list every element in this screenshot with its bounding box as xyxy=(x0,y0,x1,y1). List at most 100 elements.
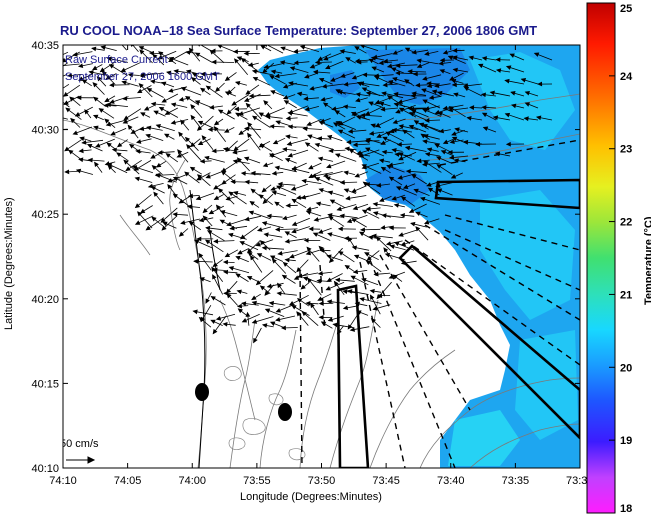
sst-field xyxy=(258,45,580,468)
colorbar-tick-label: 20 xyxy=(620,362,632,374)
current-vector-head xyxy=(275,120,281,125)
current-vector-head xyxy=(188,47,194,53)
current-vector-head xyxy=(381,213,387,218)
current-vector-head xyxy=(346,218,353,224)
current-vector-head xyxy=(213,195,220,200)
current-vector-head xyxy=(420,196,426,202)
colorbar-tick-label: 24 xyxy=(620,71,633,83)
current-vector-head xyxy=(422,124,428,129)
current-vector-head xyxy=(251,295,257,301)
current-vector-head xyxy=(397,99,403,105)
y-tick-label: 40:15 xyxy=(31,378,59,390)
current-vector-head xyxy=(336,206,342,212)
current-vector-head xyxy=(314,59,320,65)
current-vector-head xyxy=(150,186,157,191)
current-vector-head xyxy=(220,209,226,215)
current-vector xyxy=(132,45,139,53)
current-vector-head xyxy=(277,181,283,187)
current-vector xyxy=(121,45,127,51)
current-vector-head xyxy=(495,57,501,63)
current-vector-head xyxy=(365,137,371,143)
current-vector-head xyxy=(394,241,400,247)
current-vector-head xyxy=(284,238,290,244)
current-vector-head xyxy=(325,64,331,70)
current-vector-head xyxy=(364,147,371,152)
current-vector-head xyxy=(187,193,194,199)
current-vector-head xyxy=(190,114,196,121)
current-vector xyxy=(266,45,284,54)
current-vector-head xyxy=(282,147,288,152)
current-vector-head xyxy=(78,76,84,81)
current-vector-head xyxy=(291,228,297,234)
current-vector-head xyxy=(151,216,157,222)
current-vector-head xyxy=(180,220,186,225)
current-vector-head xyxy=(287,111,293,116)
current-vector-head xyxy=(392,50,398,55)
y-tick-label: 40:20 xyxy=(31,294,59,306)
current-vector-head xyxy=(398,124,404,129)
current-vector-head xyxy=(224,91,231,96)
current-vector-head xyxy=(411,49,417,55)
current-vector-head xyxy=(215,315,222,321)
current-vector-head xyxy=(152,53,158,60)
current-vector-head xyxy=(435,156,442,161)
shoal-contours xyxy=(223,366,306,461)
current-vector-head xyxy=(316,136,323,141)
current-vector-head xyxy=(326,134,333,140)
current-vector-head xyxy=(138,83,144,89)
current-vector-head xyxy=(378,60,384,66)
current-vector-head xyxy=(423,160,429,166)
current-vector-head xyxy=(365,91,372,96)
colorbar-tick-label: 25 xyxy=(620,3,632,15)
current-vector-head xyxy=(269,124,275,129)
current-vector-head xyxy=(347,128,353,134)
current-vector-head xyxy=(282,215,288,221)
current-vector-head xyxy=(286,141,293,146)
current-vector-head xyxy=(185,50,191,55)
current-vector-head xyxy=(81,140,87,145)
current-vector-head xyxy=(277,251,283,256)
x-tick-label: 73:45 xyxy=(372,475,400,487)
current-vector-head xyxy=(211,148,217,154)
current-vector-head xyxy=(287,152,293,158)
current-vector-head xyxy=(274,165,280,171)
current-vector-head xyxy=(236,157,242,163)
current-vector-head xyxy=(325,286,331,291)
current-vector-head xyxy=(104,97,110,103)
current-vector-head xyxy=(407,69,413,74)
current-vector-head xyxy=(426,81,432,86)
current-vector-head xyxy=(287,124,293,130)
current-vector-head xyxy=(220,170,227,176)
current-vector-head xyxy=(134,220,141,225)
current-vector-head xyxy=(78,63,84,69)
current-vector-head xyxy=(186,204,193,210)
current-vector-head xyxy=(299,45,306,50)
current-vector-head xyxy=(189,166,196,172)
current-vector-head xyxy=(259,143,266,149)
current-vector-head xyxy=(303,96,309,101)
current-vector-head xyxy=(342,289,348,294)
current-vector-head xyxy=(235,273,241,279)
current-vector-head xyxy=(399,213,405,218)
current-vector-head xyxy=(480,92,486,98)
current-vector-head xyxy=(352,205,359,211)
current-vector-head xyxy=(400,196,407,202)
coastline xyxy=(189,189,221,468)
current-vector-head xyxy=(245,311,251,317)
current-vector-head xyxy=(280,46,286,51)
current-vector-head xyxy=(190,104,196,110)
current-vector-head xyxy=(251,319,258,324)
current-vector-head xyxy=(314,142,320,148)
current-vector-head xyxy=(228,232,234,238)
current-vector-head xyxy=(94,161,99,167)
current-vector-head xyxy=(481,56,487,61)
colorbar-tick-label: 19 xyxy=(620,435,632,447)
current-vector-head xyxy=(524,102,530,107)
current-vector-head xyxy=(343,170,349,176)
current-vector-head xyxy=(327,232,333,237)
current-vector-head xyxy=(301,178,307,184)
current-vector-head xyxy=(393,203,400,208)
current-vector-head xyxy=(263,64,269,70)
current-vector-head xyxy=(466,115,472,121)
sampling-boxes xyxy=(336,178,580,468)
